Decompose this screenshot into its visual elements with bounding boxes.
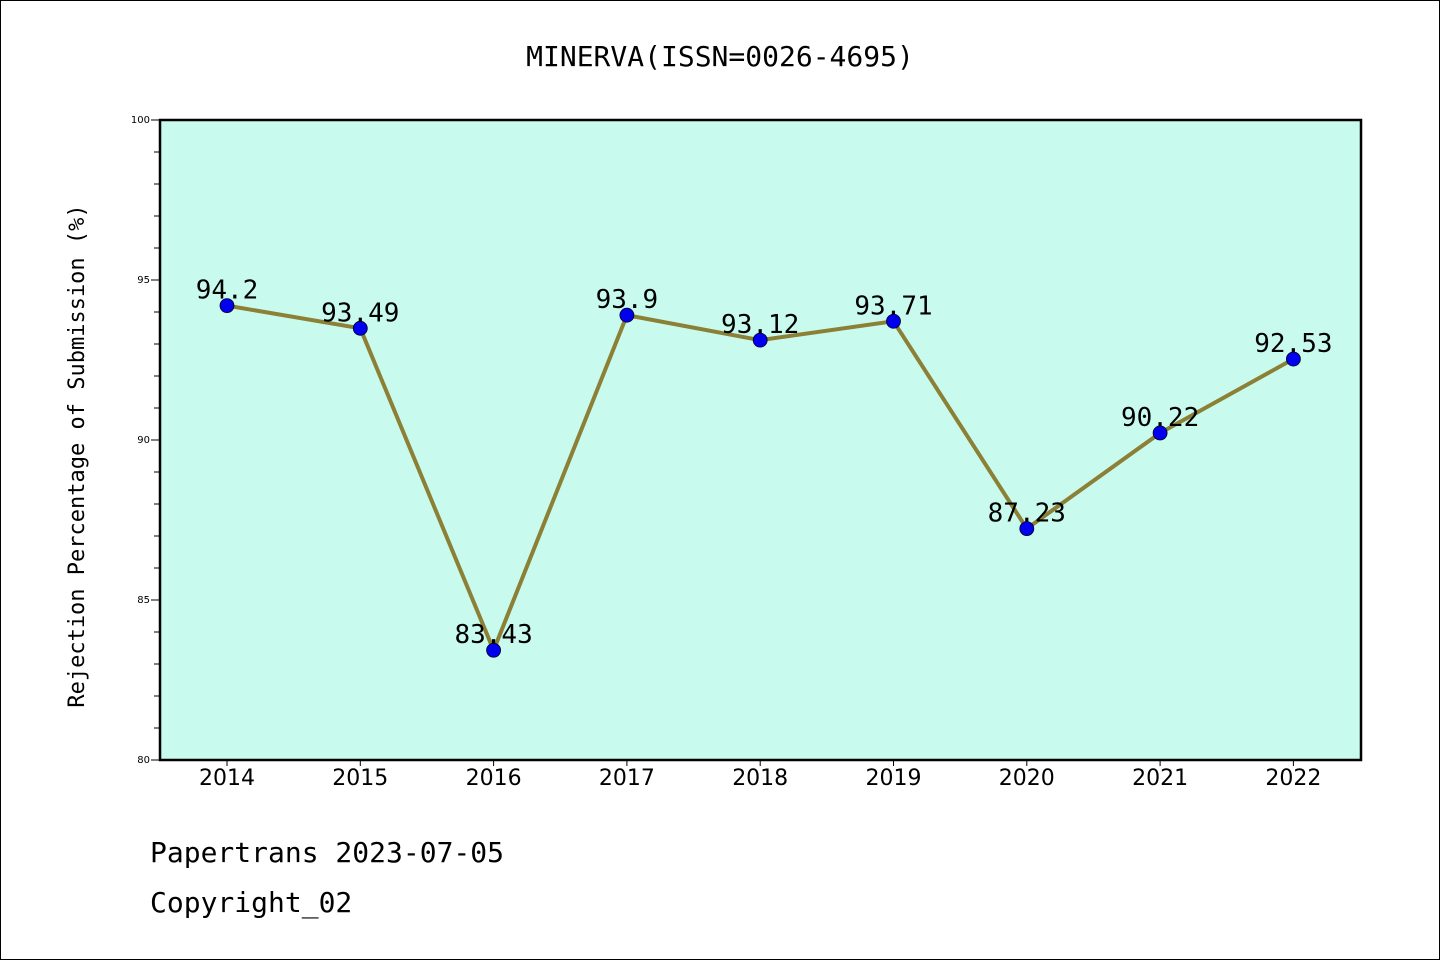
axis-layer: 80 85 90 95 100 2014 2015 2016 2017 2018 2019 2020 2… [131, 115, 1321, 791]
data-point [1152, 425, 1168, 441]
x-tick-label: 2019 [866, 766, 922, 791]
data-point [886, 313, 901, 329]
x-tick-label: 2022 [1265, 766, 1321, 791]
data-label: 93.71 [854, 291, 932, 321]
plot-area [158, 118, 1363, 762]
x-tick-label: 2014 [199, 766, 255, 791]
data-point [619, 307, 635, 323]
series-layer: 94.2 93.49 83.43 93.9 93.12 93.71 87.23 90.22 92… [196, 276, 1333, 658]
data-point [752, 332, 768, 348]
data-point [1286, 351, 1301, 367]
x-tick-label: 2017 [599, 766, 655, 791]
data-label: 87.23 [988, 499, 1066, 529]
x-tick-label: 2020 [999, 766, 1055, 791]
data-point [219, 298, 235, 314]
y-tick-label: 95 [137, 275, 150, 286]
y-tick-label: 80 [137, 755, 150, 766]
y-tick-label: 100 [131, 115, 150, 126]
y-tick-label: 85 [137, 595, 150, 606]
y-axis-label: Rejection Percentage of Submission (%) [65, 204, 90, 707]
x-tick-label: 2018 [732, 766, 788, 791]
data-label: 93.12 [721, 310, 799, 340]
x-tick-label: 2016 [466, 766, 522, 791]
data-label: 92.53 [1254, 329, 1332, 359]
data-label: 94.2 [196, 276, 259, 306]
copyright-text: Copyright_02 [150, 886, 353, 919]
source-text: Papertrans 2023-07-05 [150, 836, 505, 869]
data-point [352, 320, 368, 336]
data-point [1019, 521, 1035, 537]
data-label: 93.49 [321, 298, 399, 328]
chart-title: MINERVA(ISSN=0026-4695) [526, 40, 914, 73]
data-point [486, 642, 502, 658]
x-tick-label: 2015 [332, 766, 388, 791]
y-tick-label: 90 [137, 435, 150, 446]
data-label: 90.22 [1121, 403, 1199, 433]
data-label: 83.43 [454, 620, 532, 650]
data-label: 93.9 [596, 285, 659, 315]
x-tick-label: 2021 [1132, 766, 1188, 791]
